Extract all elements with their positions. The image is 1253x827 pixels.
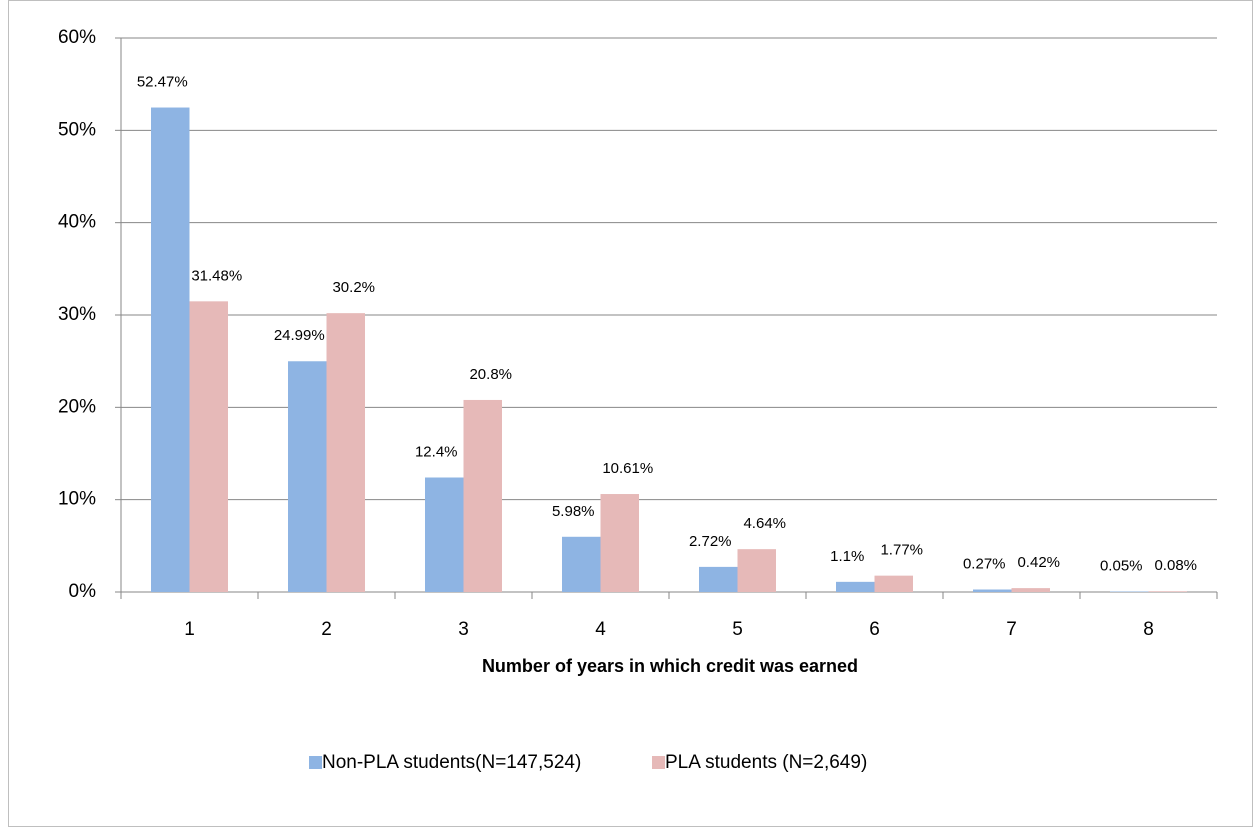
x-tick-label: 6 — [869, 619, 880, 640]
value-label: 1.1% — [830, 548, 864, 565]
value-label: 24.99% — [274, 327, 325, 344]
x-axis-label: Number of years in which credit was earn… — [482, 656, 858, 676]
value-label: 0.27% — [963, 555, 1006, 572]
value-label: 0.05% — [1100, 558, 1143, 575]
y-tick-label: 50% — [58, 119, 96, 140]
bar — [326, 313, 365, 592]
bar — [562, 536, 601, 592]
bar — [151, 107, 190, 592]
value-label: 5.98% — [552, 503, 595, 520]
bar — [737, 549, 776, 592]
value-label: 0.08% — [1154, 557, 1197, 574]
y-tick-label: 60% — [58, 27, 96, 48]
x-tick-label: 7 — [1006, 619, 1017, 640]
y-tick-label: 0% — [69, 581, 97, 602]
bar — [425, 477, 464, 592]
bar — [1011, 588, 1050, 592]
value-label: 4.64% — [743, 515, 786, 532]
x-tick-label: 4 — [595, 619, 606, 640]
bar — [874, 575, 913, 592]
value-label: 30.2% — [332, 279, 375, 296]
value-label: 2.72% — [689, 533, 732, 550]
bar — [600, 494, 639, 592]
legend-label: PLA students (N=2,649) — [665, 752, 867, 773]
value-label: 0.42% — [1017, 554, 1060, 571]
value-label: 12.4% — [415, 443, 458, 460]
x-tick-label: 2 — [321, 619, 332, 640]
bar — [288, 361, 327, 592]
value-label: 10.61% — [602, 460, 653, 477]
x-tick-label: 1 — [184, 619, 195, 640]
value-label: 52.47% — [137, 73, 188, 90]
bar — [1148, 591, 1187, 592]
bar — [463, 399, 502, 592]
x-tick-label: 5 — [732, 619, 743, 640]
value-label: 31.48% — [191, 267, 242, 284]
y-tick-label: 10% — [58, 489, 96, 510]
y-tick-label: 30% — [58, 304, 96, 325]
value-label: 1.77% — [880, 542, 923, 559]
bar — [189, 301, 228, 592]
bar — [699, 566, 738, 592]
bar — [973, 589, 1012, 592]
legend-label: Non-PLA students(N=147,524) — [322, 752, 581, 773]
y-tick-label: 40% — [58, 212, 96, 233]
x-tick-label: 8 — [1143, 619, 1154, 640]
legend-swatch — [652, 756, 665, 769]
bar — [836, 581, 875, 592]
x-tick-label: 3 — [458, 619, 469, 640]
legend-swatch — [309, 756, 322, 769]
value-label: 20.8% — [469, 366, 512, 383]
y-tick-label: 20% — [58, 396, 96, 417]
